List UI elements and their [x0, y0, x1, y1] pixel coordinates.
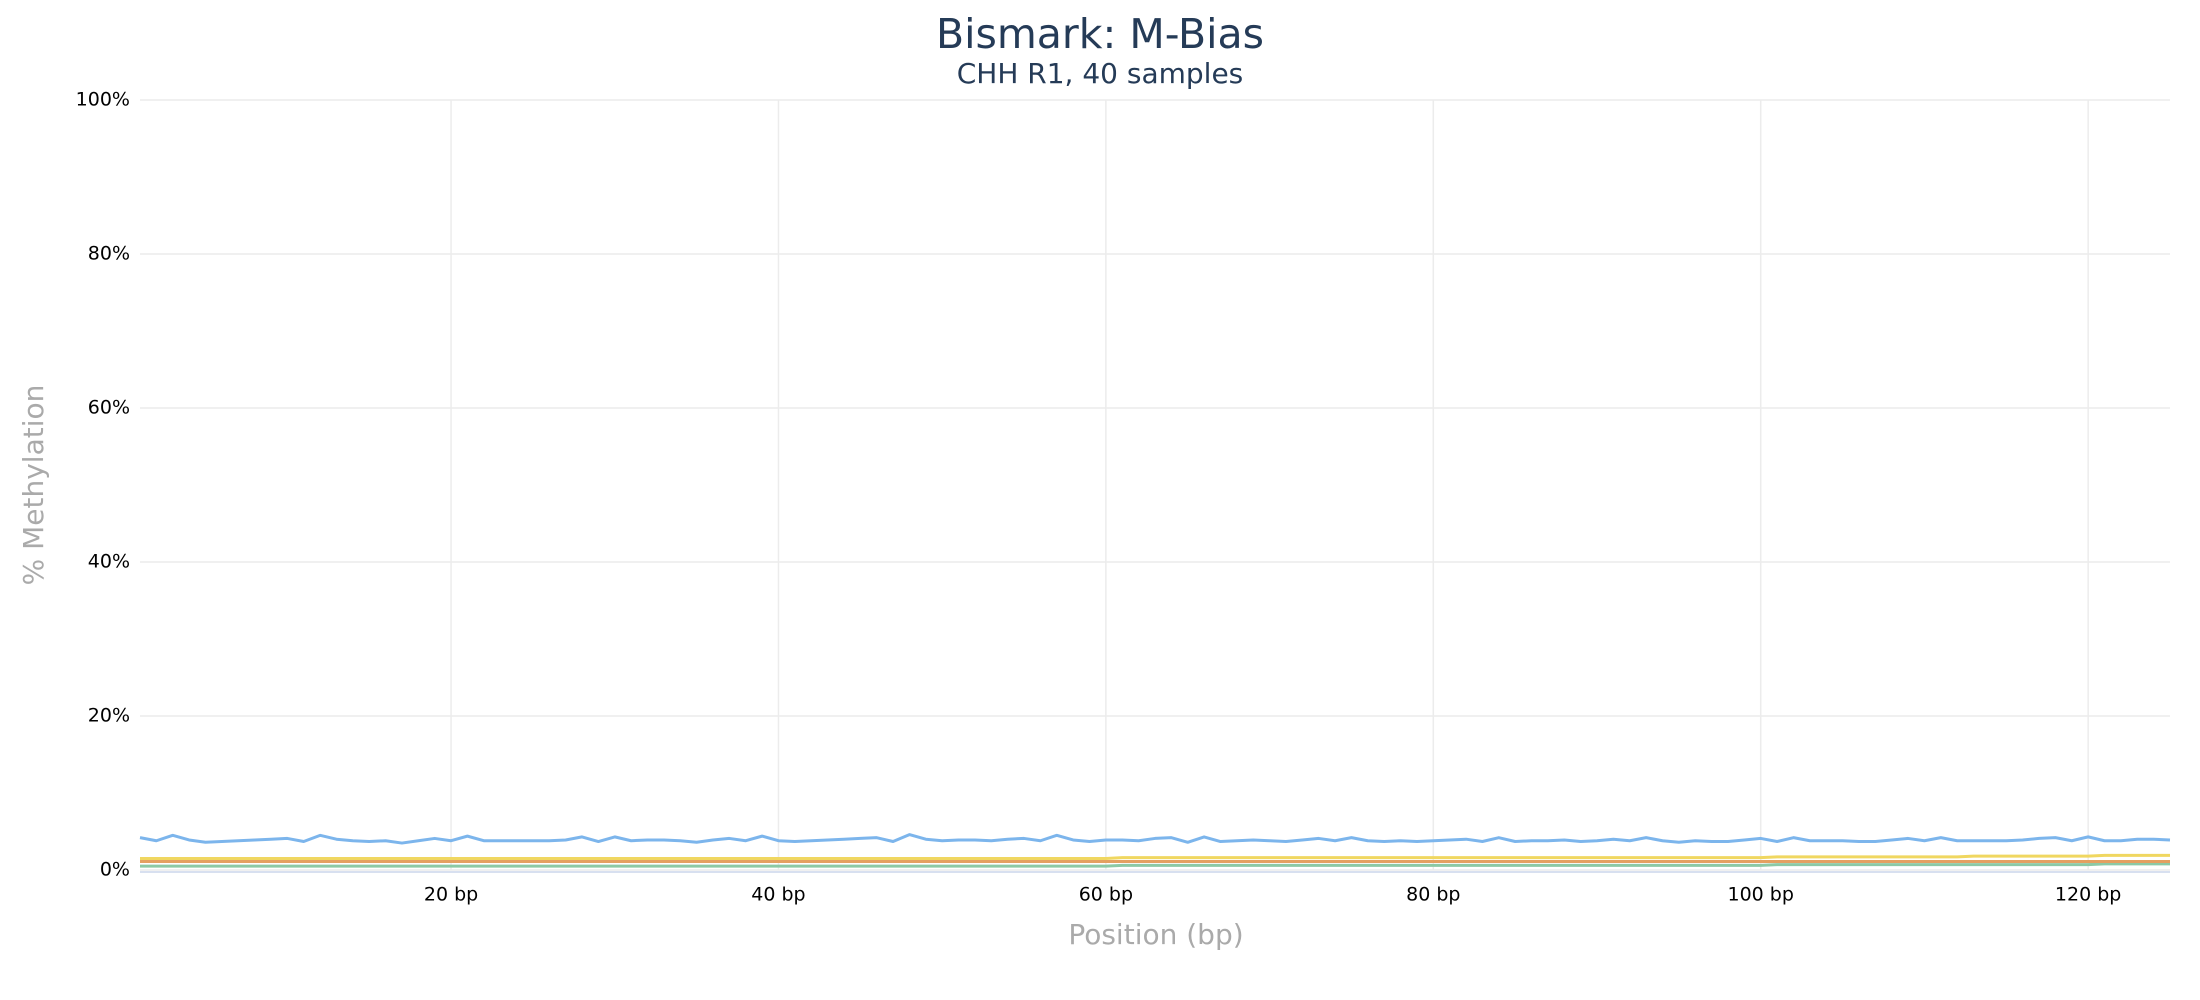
y-tick-label: 80%: [88, 243, 130, 265]
x-tick-label: 40 bp: [751, 884, 805, 906]
series-line: [140, 853, 2170, 860]
x-tick-label: 120 bp: [2055, 884, 2121, 906]
y-tick-label: 100%: [76, 89, 130, 111]
series-line: [140, 862, 2170, 868]
y-tick-label: 60%: [88, 397, 130, 419]
y-tick-label: 40%: [88, 551, 130, 573]
x-tick-label: 80 bp: [1406, 884, 1460, 906]
x-tick-label: 20 bp: [424, 884, 478, 906]
series-line: [139, 833, 2171, 845]
x-tick-label: 60 bp: [1079, 884, 1133, 906]
chart-title: Bismark: M-Bias: [936, 10, 1264, 58]
x-tick-label: 100 bp: [1728, 884, 1794, 906]
y-tick-label: 20%: [88, 705, 130, 727]
x-axis-label: Position (bp): [1068, 918, 1243, 951]
y-tick-label: 0%: [100, 859, 130, 881]
chart-subtitle: CHH R1, 40 samples: [957, 57, 1244, 90]
y-axis-label: % Methylation: [17, 385, 50, 586]
